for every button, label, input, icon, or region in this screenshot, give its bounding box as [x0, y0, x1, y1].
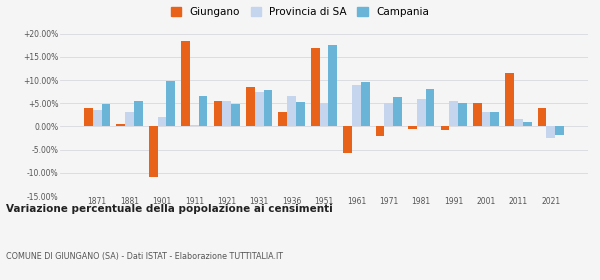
- Bar: [125, 113, 134, 126]
- Bar: [440, 126, 449, 130]
- Bar: [458, 103, 467, 126]
- Bar: [523, 122, 532, 126]
- Bar: [263, 90, 272, 126]
- Bar: [449, 101, 458, 126]
- Legend: Giungano, Provincia di SA, Campania: Giungano, Provincia di SA, Campania: [171, 7, 429, 17]
- Bar: [514, 120, 523, 126]
- Bar: [385, 103, 393, 126]
- Bar: [84, 108, 93, 126]
- Bar: [101, 104, 110, 126]
- Bar: [246, 87, 255, 126]
- Bar: [134, 101, 143, 126]
- Text: Variazione percentuale della popolazione ai censimenti: Variazione percentuale della popolazione…: [6, 204, 333, 214]
- Bar: [287, 96, 296, 126]
- Bar: [190, 125, 199, 126]
- Bar: [328, 45, 337, 126]
- Bar: [166, 81, 175, 126]
- Bar: [376, 126, 385, 136]
- Bar: [408, 126, 417, 129]
- Text: COMUNE DI GIUNGANO (SA) - Dati ISTAT - Elaborazione TUTTITALIA.IT: COMUNE DI GIUNGANO (SA) - Dati ISTAT - E…: [6, 252, 283, 261]
- Bar: [278, 113, 287, 126]
- Bar: [223, 101, 231, 126]
- Bar: [149, 126, 158, 178]
- Bar: [158, 117, 166, 126]
- Bar: [231, 104, 240, 126]
- Bar: [255, 92, 263, 126]
- Bar: [425, 89, 434, 126]
- Bar: [343, 126, 352, 153]
- Bar: [482, 113, 490, 126]
- Bar: [116, 124, 125, 126]
- Bar: [181, 41, 190, 126]
- Bar: [538, 108, 547, 126]
- Bar: [214, 101, 223, 126]
- Bar: [393, 97, 402, 126]
- Bar: [555, 126, 564, 135]
- Bar: [320, 103, 328, 126]
- Bar: [547, 126, 555, 138]
- Bar: [311, 48, 320, 126]
- Bar: [352, 85, 361, 126]
- Bar: [417, 99, 425, 126]
- Bar: [473, 103, 482, 126]
- Bar: [199, 96, 208, 126]
- Bar: [93, 110, 101, 126]
- Bar: [296, 102, 305, 126]
- Bar: [505, 73, 514, 126]
- Bar: [490, 113, 499, 126]
- Bar: [361, 82, 370, 126]
